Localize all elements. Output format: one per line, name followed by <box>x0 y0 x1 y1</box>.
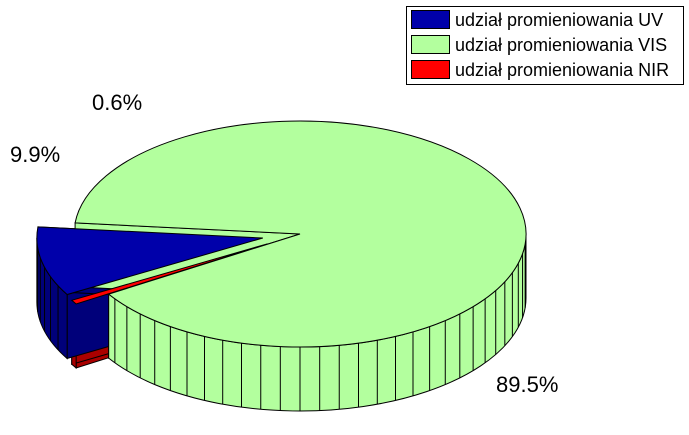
pie-layer <box>36 120 527 412</box>
slice-labels: 9.9% 89.5% 0.6% <box>10 90 558 397</box>
slice-1 <box>74 120 527 348</box>
slice-label-1: 89.5% <box>496 372 558 397</box>
legend-swatch-2 <box>411 60 450 79</box>
slice-label-2: 0.6% <box>92 90 142 115</box>
slice-2 <box>70 243 268 305</box>
legend-label-1: udział promieniowania VIS <box>455 35 667 55</box>
legend-frame <box>406 6 684 85</box>
legend-swatch-1 <box>411 35 450 54</box>
legend-items: udział promieniowania UV udział promienio… <box>411 10 669 80</box>
slice-label-0: 9.9% <box>10 142 60 167</box>
slice-0 <box>36 226 263 296</box>
legend-swatch-0 <box>411 10 450 29</box>
legend-label-2: udział promieniowania NIR <box>455 60 669 80</box>
legend: udział promieniowania UV udział promienio… <box>406 6 684 85</box>
legend-label-0: udział promieniowania UV <box>455 10 663 30</box>
